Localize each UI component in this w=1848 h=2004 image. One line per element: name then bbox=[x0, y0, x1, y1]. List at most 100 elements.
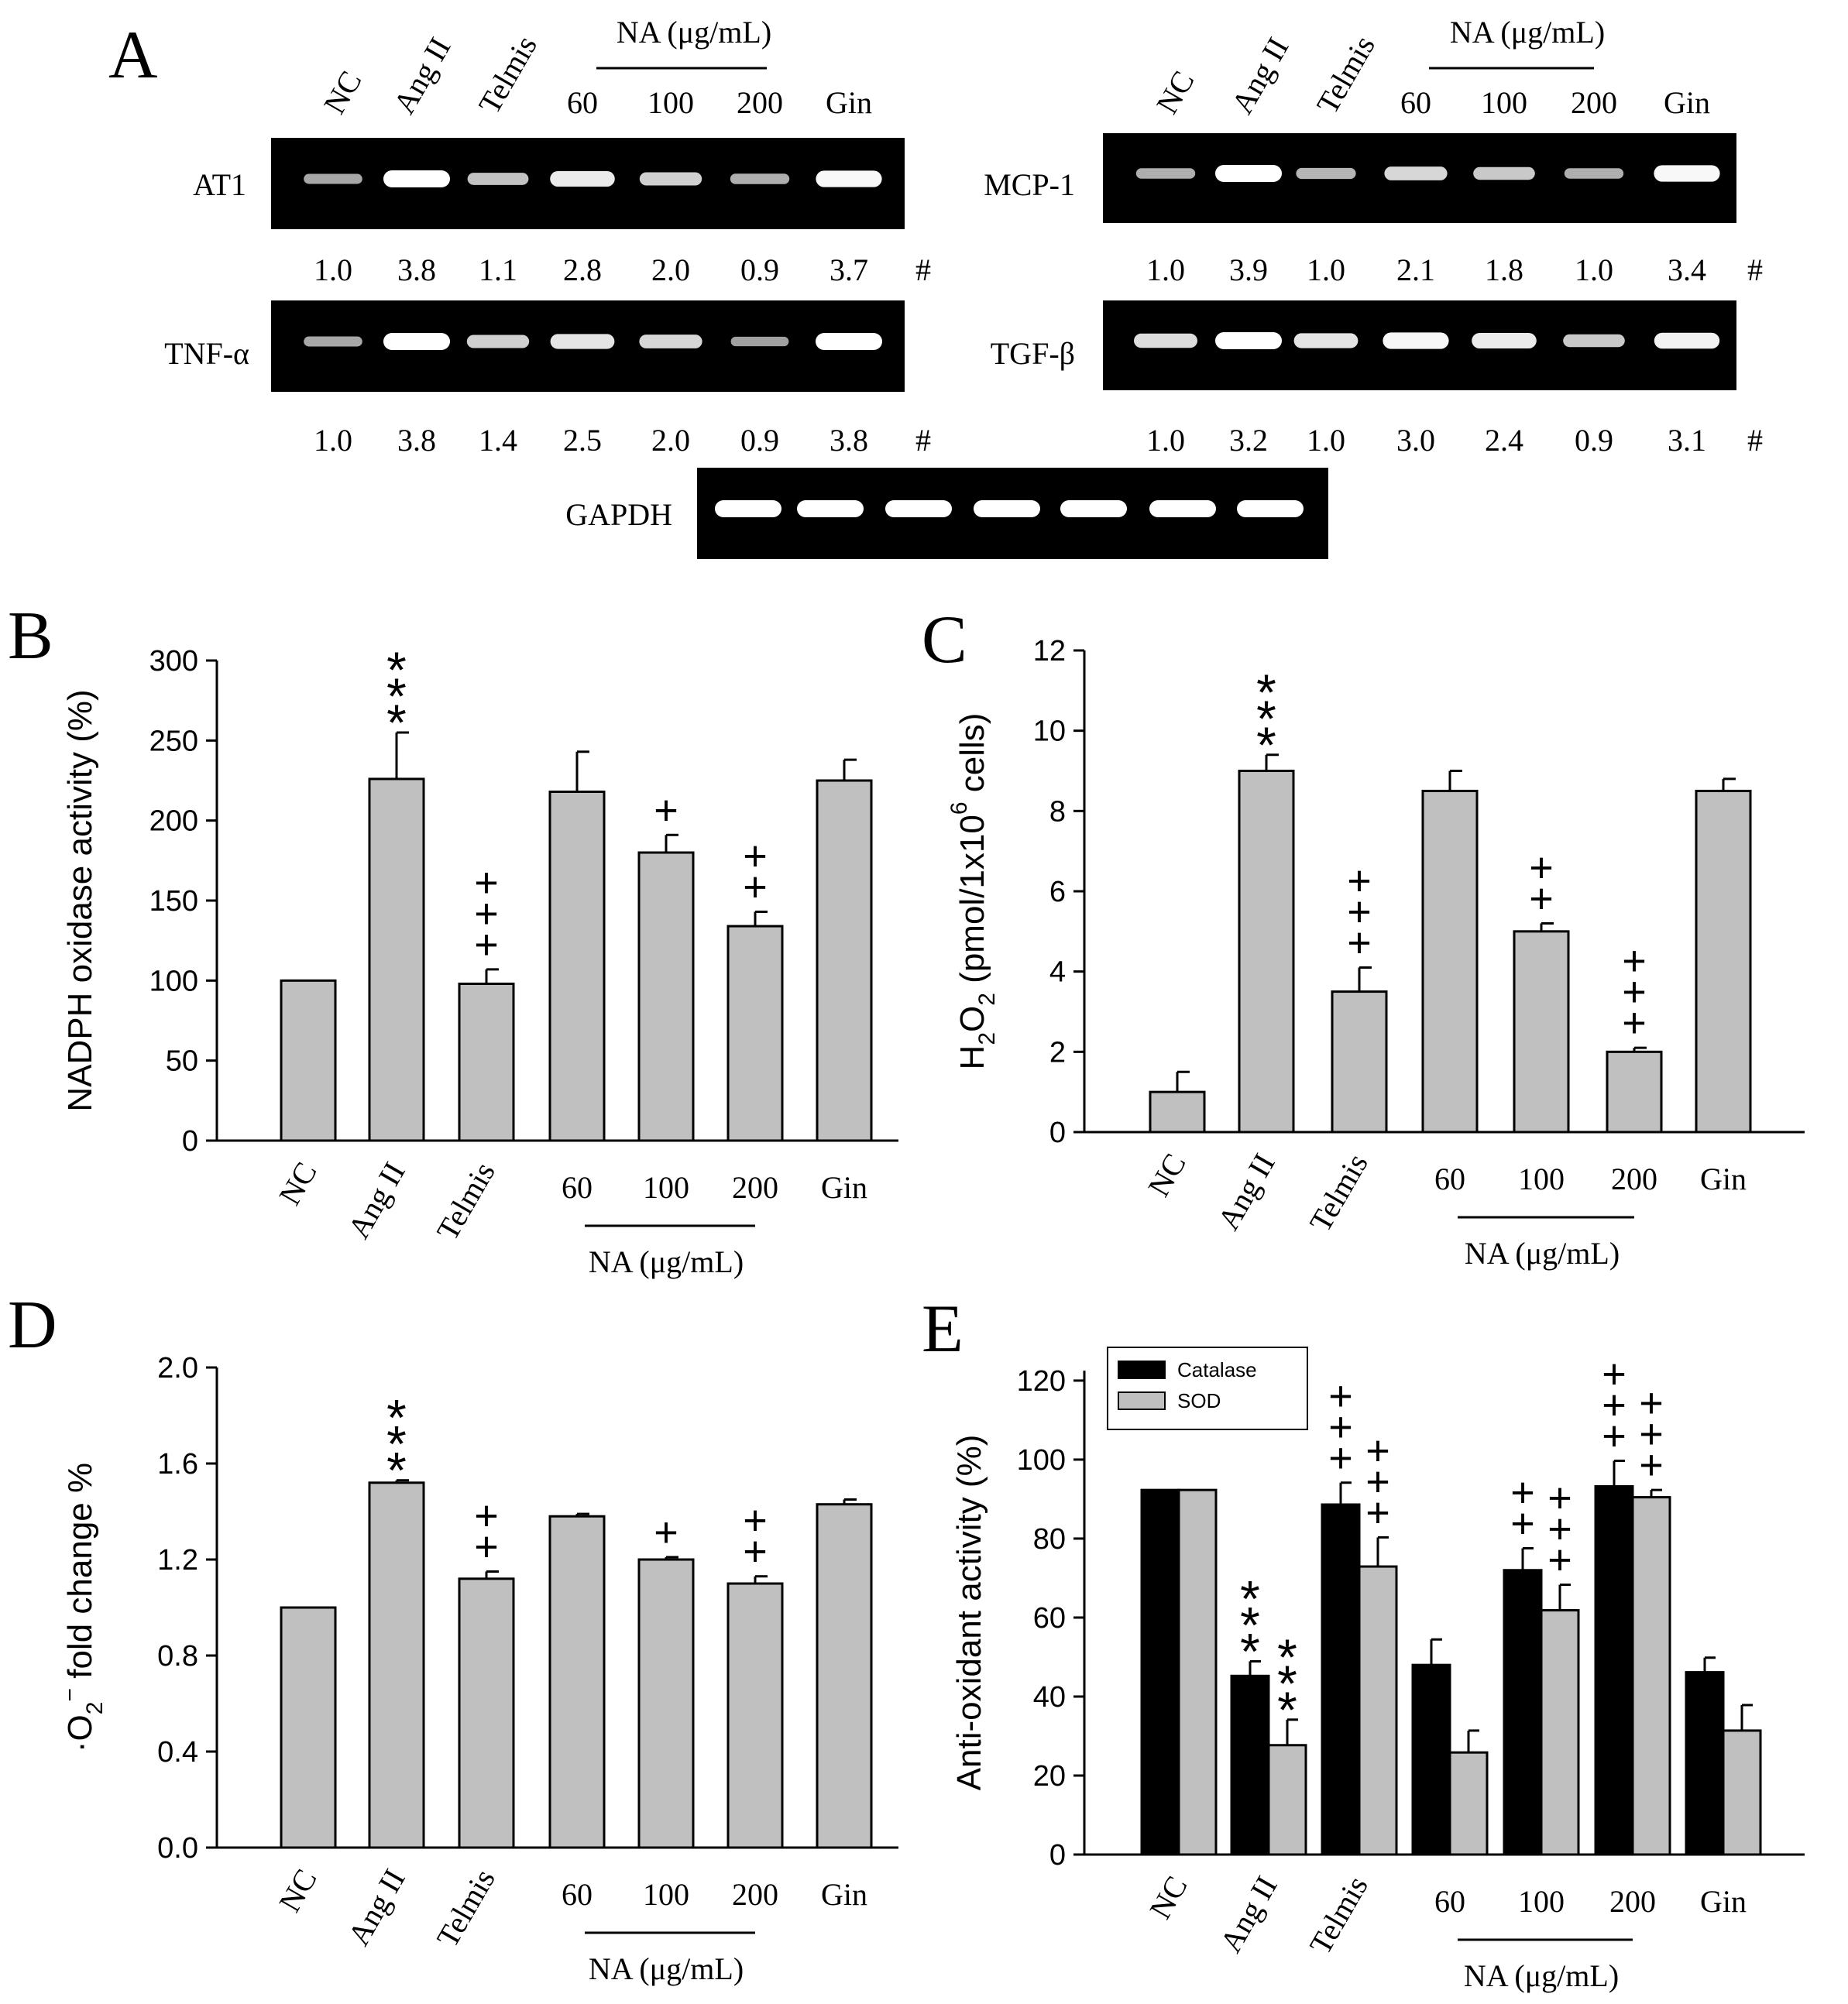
x-group-label: NA (μg/mL) bbox=[589, 1244, 744, 1279]
gel-band bbox=[1215, 165, 1282, 182]
gel-band bbox=[730, 336, 789, 347]
y-tick-label: 0 bbox=[182, 1125, 198, 1158]
significance-plus: + bbox=[1328, 1435, 1353, 1481]
significance-star: * bbox=[1277, 1681, 1297, 1738]
significance-star: * bbox=[1277, 1628, 1297, 1686]
lane-label-gin: Gin bbox=[826, 85, 872, 120]
x-tick-label: Gin bbox=[821, 1170, 867, 1205]
x-tick-label: Ang II bbox=[1213, 1870, 1284, 1958]
lane-label-angii: Ang II bbox=[386, 32, 458, 120]
x-tick-label: 100 bbox=[643, 1877, 689, 1912]
gel-band bbox=[639, 172, 702, 186]
bar-60 bbox=[548, 1515, 606, 1849]
significance-plus: + bbox=[1547, 1506, 1572, 1553]
quant-value: 2.8 bbox=[563, 252, 602, 287]
significance-plus: + bbox=[743, 832, 768, 879]
quant-row-mcp1: 1.0 3.9 1.0 2.1 1.8 1.0 3.4 # bbox=[1146, 252, 1763, 287]
lane-label-100: 100 bbox=[647, 85, 694, 120]
significance-plus: + bbox=[474, 1524, 499, 1570]
gel-image-mcp1 bbox=[1103, 133, 1736, 223]
significance-plus: + bbox=[1639, 1380, 1664, 1426]
na-dose-label: NA (μg/mL) bbox=[617, 15, 771, 50]
x-tick-label: 60 bbox=[562, 1877, 593, 1912]
x-tick-label: 100 bbox=[1518, 1162, 1565, 1196]
quant-value: 3.8 bbox=[830, 423, 868, 458]
significance-star: * bbox=[1240, 1570, 1260, 1627]
gel-image-gapdh bbox=[697, 468, 1328, 559]
significance-plus: + bbox=[1529, 875, 1554, 921]
quant-value: 1.0 bbox=[314, 252, 352, 287]
y-tick-label: 100 bbox=[1017, 1444, 1066, 1477]
significance-plus: + bbox=[474, 1493, 499, 1539]
y-tick-label: 50 bbox=[166, 1045, 198, 1078]
quant-value: 3.2 bbox=[1229, 423, 1268, 458]
y-label-part: · bbox=[61, 1741, 99, 1752]
y-tick-label: 40 bbox=[1033, 1681, 1066, 1714]
bar-60-catalase bbox=[1411, 1663, 1451, 1856]
gel-band bbox=[1563, 334, 1625, 348]
gel-band bbox=[466, 335, 530, 348]
bar-telmis bbox=[458, 1577, 515, 1849]
y-axis-label: Anti-oxidant activity (%) bbox=[950, 1435, 988, 1791]
significance-plus: + bbox=[474, 921, 499, 968]
bar-angii-sod bbox=[1267, 1744, 1307, 1856]
significance-plus: + bbox=[1328, 1404, 1353, 1450]
legend-swatch-sod bbox=[1118, 1391, 1166, 1410]
gel-band bbox=[1383, 332, 1449, 349]
gel-band bbox=[1384, 166, 1448, 180]
significance-star: * bbox=[386, 694, 407, 751]
quant-value: 1.0 bbox=[1146, 423, 1185, 458]
blot-name-at1: AT1 bbox=[193, 167, 246, 202]
quant-value: 3.8 bbox=[397, 252, 436, 287]
quant-value: 1.0 bbox=[314, 423, 352, 458]
panel-a-gels: A NC Ang II Telmis NA (μg/mL) 60 100 200… bbox=[108, 15, 1763, 559]
lane-label-60: 60 bbox=[1400, 85, 1431, 120]
gel-image-tnfa bbox=[271, 300, 905, 392]
chart-panel-d: D 0.0 0.4 0.8 1.2 1.6 2.0 ·O2− fold change % NC *… bbox=[8, 1288, 898, 1986]
bar-gin bbox=[816, 1503, 873, 1849]
significance-plus: + bbox=[1347, 888, 1372, 935]
blot-name-mcp1: MCP-1 bbox=[984, 167, 1075, 202]
significance-star: * bbox=[1256, 716, 1276, 774]
gel-band bbox=[1237, 500, 1304, 517]
significance-plus: + bbox=[1529, 844, 1554, 890]
gel-band bbox=[1654, 332, 1720, 349]
na-dose-label: NA (μg/mL) bbox=[1450, 15, 1605, 50]
lane-label-200: 200 bbox=[1571, 85, 1617, 120]
bar-telmis bbox=[458, 982, 515, 1142]
significance-plus: + bbox=[1639, 1411, 1664, 1457]
gel-band bbox=[1134, 333, 1197, 348]
significance-star: * bbox=[1256, 690, 1276, 747]
blot-name-tgfb: TGF-β bbox=[991, 336, 1075, 371]
lane-label-200: 200 bbox=[737, 85, 783, 120]
significance-plus: + bbox=[474, 890, 499, 937]
gel-band bbox=[1135, 168, 1196, 179]
y-tick-label: 8 bbox=[1049, 795, 1066, 828]
chart-panel-e: E 0 20 40 60 80 100 120 Anti-oxidant activity (%… bbox=[922, 1292, 1805, 1993]
quant-value: 2.0 bbox=[651, 423, 690, 458]
y-tick-label: 4 bbox=[1049, 956, 1066, 989]
significance-plus: + bbox=[1547, 1537, 1572, 1584]
y-tick-label: 20 bbox=[1033, 1760, 1066, 1793]
significance-plus: + bbox=[1328, 1373, 1353, 1419]
y-tick-label: 0.0 bbox=[157, 1832, 198, 1865]
gel-band bbox=[1060, 500, 1127, 517]
gel-band bbox=[1296, 167, 1356, 180]
y-tick-label: 1.6 bbox=[157, 1448, 198, 1481]
significance-plus: + bbox=[1365, 1489, 1390, 1536]
significance-plus: + bbox=[1602, 1351, 1626, 1398]
x-tick-label: Ang II bbox=[341, 1156, 412, 1244]
significance-plus: + bbox=[1602, 1382, 1626, 1429]
panel-label: D bbox=[8, 1288, 57, 1363]
bar-gin bbox=[816, 779, 873, 1142]
bar-200 bbox=[726, 925, 784, 1142]
significance-plus: + bbox=[743, 863, 768, 910]
significance-star: * bbox=[386, 1389, 407, 1446]
x-tick-label: 200 bbox=[1609, 1884, 1656, 1919]
bar-angii-catalase bbox=[1230, 1674, 1270, 1856]
significance-plus: + bbox=[743, 1529, 768, 1575]
gel-band bbox=[715, 500, 781, 517]
lane-label-telmis: Telmis bbox=[472, 29, 544, 119]
significance-plus: + bbox=[1622, 1000, 1647, 1046]
